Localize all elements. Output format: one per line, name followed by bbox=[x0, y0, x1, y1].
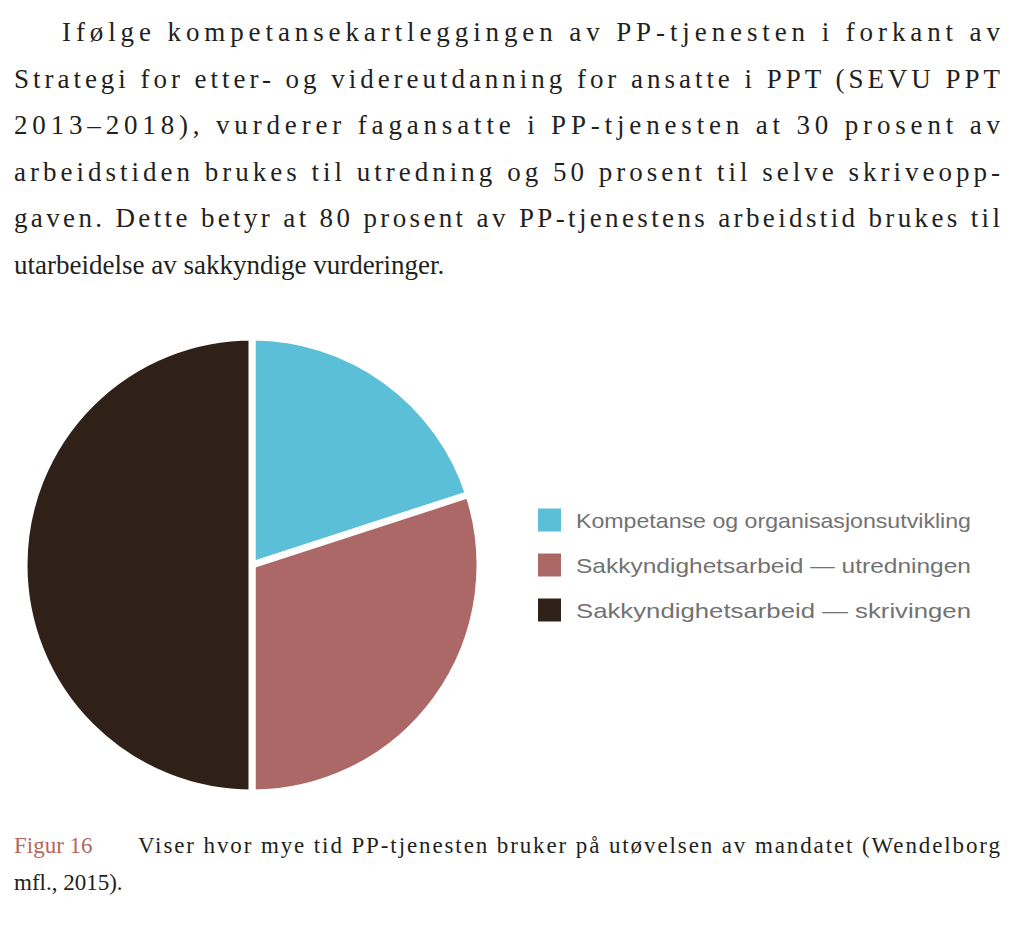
paragraph-line: gaven. Dette betyr at 80 prosent av PP-t… bbox=[14, 203, 1000, 233]
legend-label: Sakkyndighetsarbeid — utredningen bbox=[576, 554, 971, 577]
legend-label: Kompetanse og organisasjonsutvikling bbox=[576, 509, 971, 532]
pie bbox=[24, 337, 480, 793]
caption-text: Viser hvor mye tid PP-tjenesten bruker p… bbox=[138, 833, 1000, 858]
legend-swatch bbox=[538, 554, 561, 577]
paragraph-line: arbeidstiden brukes til utredning og 50 … bbox=[14, 157, 1000, 187]
figure-label: Figur 16 bbox=[14, 833, 93, 858]
legend-swatch bbox=[538, 509, 561, 532]
pie-slice bbox=[24, 337, 252, 793]
page: Ifølge kompetansekartleggingen av PP-tje… bbox=[0, 0, 1024, 927]
paragraph-line: Ifølge kompetansekartleggingen av PP-tje… bbox=[62, 17, 1001, 47]
pie-slice bbox=[252, 495, 480, 793]
paragraph-line: utarbeidelse av sakkyndige vurderinger. bbox=[14, 250, 444, 280]
caption: Figur 16 Viser hvor mye tid PP-tjenesten … bbox=[14, 833, 1000, 895]
paragraph-line: Strategi for etter- og videreutdanning f… bbox=[14, 64, 1000, 94]
legend-swatch bbox=[538, 599, 561, 622]
paragraph: Ifølge kompetansekartleggingen av PP-tje… bbox=[14, 17, 1001, 280]
caption-text: mfl., 2015). bbox=[14, 870, 123, 895]
legend-label: Sakkyndighetsarbeid — skrivingen bbox=[576, 599, 971, 622]
paragraph-line: 2013–2018), vurderer fagansatte i PP-tje… bbox=[14, 110, 1001, 140]
legend: Kompetanse og organisasjonsutvikling Sakk… bbox=[538, 509, 971, 622]
